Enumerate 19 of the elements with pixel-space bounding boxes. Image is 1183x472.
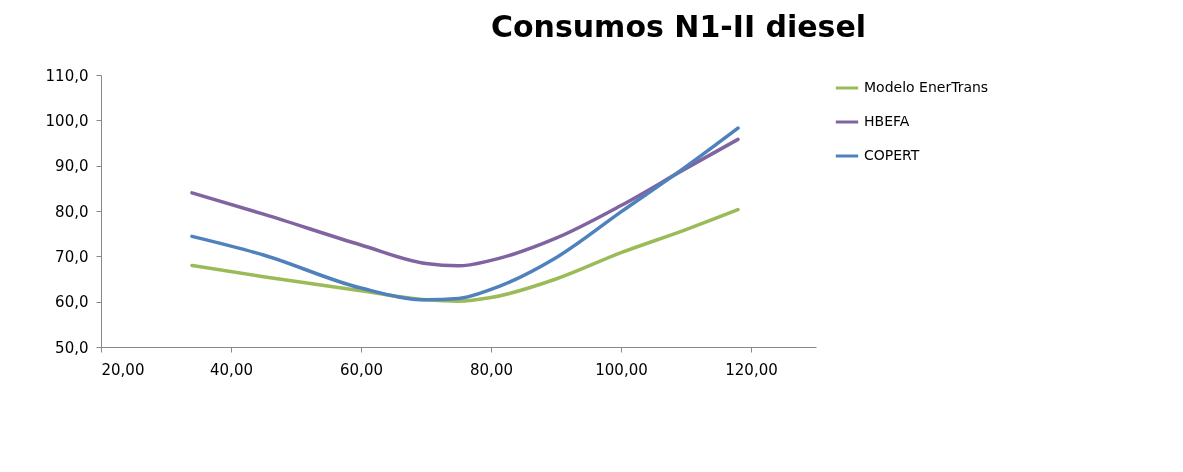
line-series (190, 126, 740, 302)
y-tick-label: 90,0 (55, 157, 89, 176)
x-tick-label: 120,00 (725, 360, 778, 379)
legend-label: COPERT (864, 147, 920, 163)
x-tick-label: 100,00 (595, 360, 648, 379)
chart-title: Consumos N1-II diesel (490, 9, 867, 44)
y-tick-label: 70,0 (55, 247, 89, 266)
y-tick-label: 110,0 (45, 66, 89, 85)
y-tick-label: 50,0 (55, 338, 89, 357)
x-tick-label: 20,00 (101, 360, 145, 379)
y-tick-label: 80,0 (55, 202, 89, 221)
legend-label: Modelo EnerTrans (864, 79, 989, 95)
y-tick-label: 60,0 (55, 293, 89, 312)
line-series (190, 137, 740, 268)
y-tick-label: 100,0 (45, 111, 89, 130)
x-tick-label: 60,00 (340, 360, 383, 379)
x-tick-label: 80,00 (470, 360, 513, 379)
legend-label: HBEFA (864, 113, 910, 129)
x-tick-label: 40,00 (210, 360, 253, 379)
